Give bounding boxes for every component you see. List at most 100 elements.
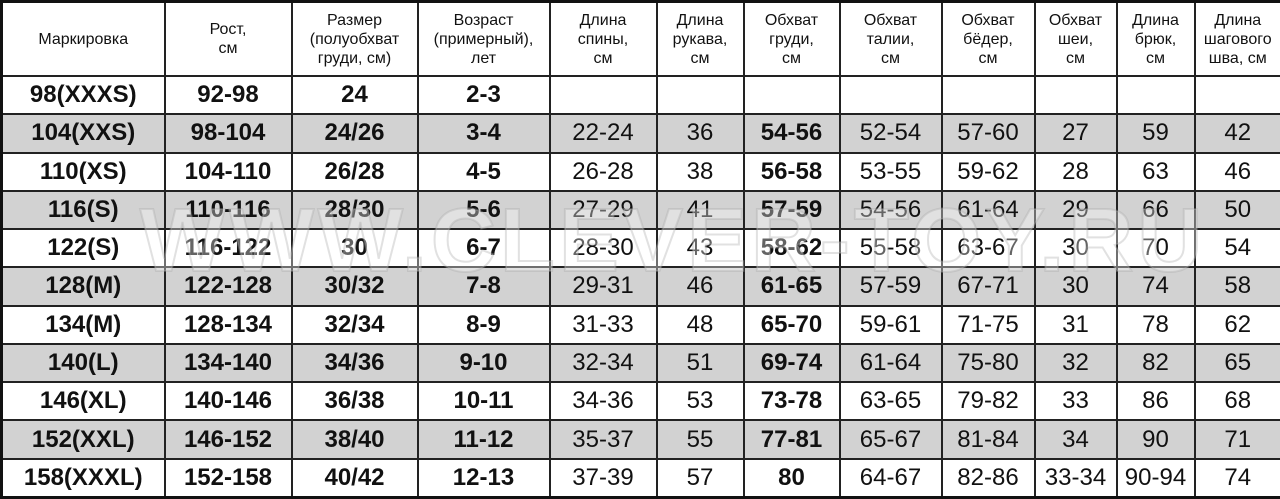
table-cell: 24/26: [290, 113, 419, 154]
table-cell: [655, 74, 745, 116]
column-header: Маркировка: [0, 0, 166, 77]
table-cell: 128(M): [0, 266, 166, 307]
table-cell: 73-78: [742, 381, 841, 422]
table-cell: 71: [1193, 419, 1280, 460]
table-cell: 5-6: [416, 189, 551, 231]
table-cell: 53: [655, 381, 745, 422]
table-cell: 86: [1115, 381, 1196, 422]
table-cell: 2-3: [416, 74, 551, 116]
table-row: 116(S) 110-116 28/30 5-6 27-29 41 57-59 54-56 61…: [0, 189, 1280, 231]
table-cell: 11-12: [416, 419, 551, 460]
table-cell: 80: [742, 457, 841, 499]
column-header: Обхват шеи, см: [1033, 0, 1118, 77]
table-cell: 66: [1115, 189, 1196, 231]
table-cell: [1033, 74, 1118, 116]
table-cell: 67-71: [940, 266, 1036, 307]
table-cell: 82-86: [940, 457, 1036, 499]
table-cell: 57-60: [940, 113, 1036, 154]
table-cell: 90-94: [1115, 457, 1196, 499]
table-row: 110(XS) 104-110 26/28 4-5 26-28 38 56-58 53-55 5…: [0, 151, 1280, 192]
table-cell: 90: [1115, 419, 1196, 460]
table-cell: [1115, 74, 1196, 116]
table-cell: 54-56: [742, 113, 841, 154]
column-header: Длина рукава, см: [655, 0, 745, 77]
table-cell: 28-30: [548, 228, 658, 269]
table-cell: 62: [1193, 304, 1280, 345]
table-cell: 152-158: [163, 457, 293, 499]
table-row: 98(XXXS) 92-98 24 2-3: [0, 74, 1280, 116]
table-cell: 122-128: [163, 266, 293, 307]
table-cell: 128-134: [163, 304, 293, 345]
table-cell: 61-65: [742, 266, 841, 307]
table-cell: 32-34: [548, 342, 658, 384]
table-cell: 8-9: [416, 304, 551, 345]
table-cell: 40/42: [290, 457, 419, 499]
table-cell: 34/36: [290, 342, 419, 384]
table-cell: 104(XXS): [0, 113, 166, 154]
table-cell: 34-36: [548, 381, 658, 422]
table-cell: 55: [655, 419, 745, 460]
table-cell: 71-75: [940, 304, 1036, 345]
table-cell: 104-110: [163, 151, 293, 192]
table-row: 152(XXL) 146-152 38/40 11-12 35-37 55 77-81 65-…: [0, 419, 1280, 460]
table-cell: 140(L): [0, 342, 166, 384]
table-cell: 46: [1193, 151, 1280, 192]
table-cell: 55-58: [838, 228, 943, 269]
table-cell: 110-116: [163, 189, 293, 231]
table-cell: 43: [655, 228, 745, 269]
table-cell: 116(S): [0, 189, 166, 231]
table-cell: 57-59: [742, 189, 841, 231]
table-cell: [1193, 74, 1280, 116]
table-cell: 51: [655, 342, 745, 384]
table-row: 122(S) 116-122 30 6-7 28-30 43 58-62 55-58 63-67…: [0, 228, 1280, 269]
table-cell: 122(S): [0, 228, 166, 269]
table-cell: [838, 74, 943, 116]
table-cell: 38: [655, 151, 745, 192]
table-cell: 38/40: [290, 419, 419, 460]
table-cell: 75-80: [940, 342, 1036, 384]
table-cell: 58-62: [742, 228, 841, 269]
table-cell: 42: [1193, 113, 1280, 154]
table-cell: 77-81: [742, 419, 841, 460]
table-cell: 74: [1115, 266, 1196, 307]
column-header: Длина спины, см: [548, 0, 658, 77]
table-cell: 59-62: [940, 151, 1036, 192]
table-cell: 65: [1193, 342, 1280, 384]
table-cell: 30: [290, 228, 419, 269]
table-cell: 50: [1193, 189, 1280, 231]
table-cell: 30: [1033, 228, 1118, 269]
table-cell: 74: [1193, 457, 1280, 499]
table-cell: 7-8: [416, 266, 551, 307]
table-row: 104(XXS) 98-104 24/26 3-4 22-24 36 54-56 52-54 5…: [0, 113, 1280, 154]
table-cell: 98-104: [163, 113, 293, 154]
table-row: 158(XXXL) 152-158 40/42 12-13 37-39 57 80 64-67…: [0, 457, 1280, 499]
table-cell: 30/32: [290, 266, 419, 307]
table-cell: 31-33: [548, 304, 658, 345]
table-cell: 116-122: [163, 228, 293, 269]
table-cell: 33-34: [1033, 457, 1118, 499]
table-cell: 64-67: [838, 457, 943, 499]
table-cell: 46: [655, 266, 745, 307]
column-header: Длина брюк, см: [1115, 0, 1196, 77]
table-cell: 56-58: [742, 151, 841, 192]
column-header: Обхват бёдер, см: [940, 0, 1036, 77]
table-cell: 58: [1193, 266, 1280, 307]
table-cell: 29-31: [548, 266, 658, 307]
table-cell: 140-146: [163, 381, 293, 422]
table-cell: 158(XXXL): [0, 457, 166, 499]
column-header: Размер (полуобхват груди, см): [290, 0, 419, 77]
table-cell: 61-64: [940, 189, 1036, 231]
table-cell: 152(XXL): [0, 419, 166, 460]
table-cell: 30: [1033, 266, 1118, 307]
table-cell: 37-39: [548, 457, 658, 499]
table-cell: 22-24: [548, 113, 658, 154]
table-cell: 28: [1033, 151, 1118, 192]
table-row: 146(XL) 140-146 36/38 10-11 34-36 53 73-78 63-6…: [0, 381, 1280, 422]
table-cell: 41: [655, 189, 745, 231]
column-header: Длина шагового шва, см: [1193, 0, 1280, 77]
table-cell: 6-7: [416, 228, 551, 269]
table-cell: 35-37: [548, 419, 658, 460]
table-cell: 34: [1033, 419, 1118, 460]
table-row: 128(M) 122-128 30/32 7-8 29-31 46 61-65 57-59 67…: [0, 266, 1280, 307]
